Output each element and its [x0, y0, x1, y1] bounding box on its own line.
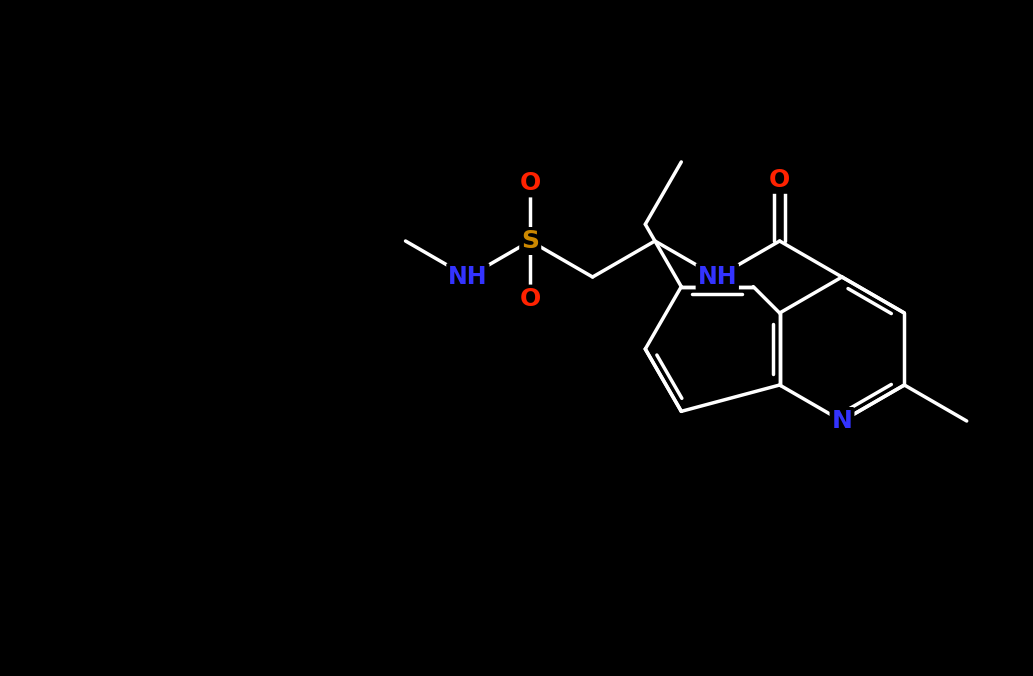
Text: NH: NH: [697, 265, 737, 289]
Text: N: N: [832, 409, 852, 433]
Text: O: O: [520, 287, 541, 310]
Text: O: O: [769, 168, 790, 192]
Text: O: O: [520, 172, 541, 195]
Text: S: S: [522, 229, 539, 253]
Text: NH: NH: [448, 265, 488, 289]
